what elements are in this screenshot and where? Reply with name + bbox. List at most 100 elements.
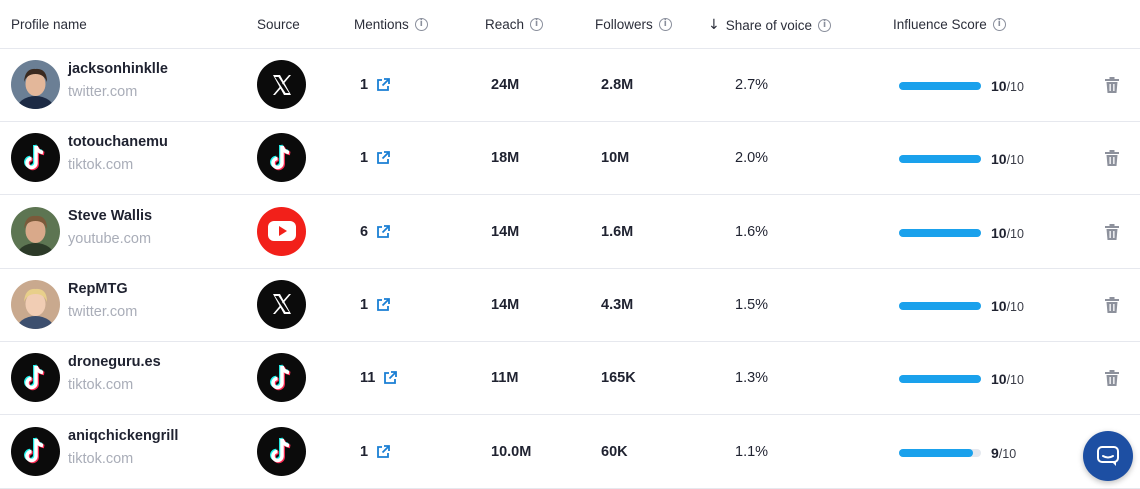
external-link-icon[interactable]: [375, 297, 391, 313]
external-link-icon[interactable]: [375, 444, 391, 460]
influence-score-bar: [899, 448, 981, 457]
column-header-share-of-voice[interactable]: ↓ Share of voice i: [708, 17, 832, 33]
avatar[interactable]: [11, 353, 60, 403]
delete-icon[interactable]: [1104, 223, 1120, 241]
profile-site: tiktok.com: [68, 377, 134, 394]
influence-score-fill: [899, 82, 981, 90]
column-header-mentions[interactable]: Mentions i: [354, 17, 428, 32]
column-label: Profile name: [11, 17, 87, 32]
info-icon[interactable]: i: [530, 18, 544, 31]
column-label: Source: [257, 17, 300, 32]
mentions-cell[interactable]: 1: [360, 444, 391, 460]
column-header-profile[interactable]: Profile name: [11, 17, 87, 32]
table-row[interactable]: RepMTG twitter.com 1 14M 4.3M 1.5% 10/10: [0, 268, 1140, 342]
table-row[interactable]: droneguru.es tiktok.com 11 11M 165K 1.3% 10/10: [0, 342, 1140, 416]
mentions-count: 11: [360, 370, 376, 387]
share-of-voice-value: 1.1%: [735, 443, 769, 460]
delete-icon[interactable]: [1104, 369, 1120, 387]
influence-score-fill: [899, 301, 981, 310]
followers-value: 60K: [601, 443, 628, 460]
mentions-count: 1: [360, 150, 369, 167]
external-link-icon[interactable]: [375, 77, 391, 93]
info-icon[interactable]: i: [818, 18, 832, 32]
column-header-influence-score[interactable]: Influence Score i: [893, 17, 1006, 32]
column-header-source[interactable]: Source: [257, 17, 300, 32]
chat-button[interactable]: [1083, 431, 1133, 481]
external-link-icon[interactable]: [375, 224, 391, 240]
mentions-cell[interactable]: 1: [360, 297, 391, 313]
followers-value: 2.8M: [601, 77, 634, 93]
followers-value: 4.3M: [601, 296, 634, 313]
score-number: 10: [991, 297, 1007, 314]
source-tiktok-icon: [257, 133, 306, 183]
profile-name[interactable]: RepMTG: [68, 280, 128, 297]
share-of-voice-value: 1.3%: [735, 370, 769, 387]
influence-score-value: 9/10: [991, 445, 1016, 461]
influence-score-value: 10/10: [991, 225, 1024, 241]
info-icon[interactable]: i: [414, 18, 428, 31]
score-number: 10: [991, 151, 1007, 168]
column-header-followers[interactable]: Followers i: [595, 17, 672, 32]
influence-score-bar: [899, 301, 981, 310]
avatar[interactable]: [11, 133, 60, 183]
profile-name[interactable]: Steve Wallis: [68, 207, 153, 224]
source-x-icon: [257, 279, 306, 329]
profile-name[interactable]: droneguru.es: [68, 354, 161, 371]
influence-score-bar: [899, 228, 981, 237]
delete-icon[interactable]: [1104, 296, 1120, 314]
influence-score-fill: [899, 155, 981, 164]
profile-name[interactable]: totouchanemu: [68, 134, 168, 151]
reach-value: 24M: [491, 77, 520, 93]
influence-score-value: 10/10: [991, 371, 1024, 387]
influence-score-bar: [899, 375, 981, 384]
share-of-voice-value: 2.7%: [735, 77, 769, 93]
mentions-cell[interactable]: 1: [360, 150, 391, 166]
delete-icon[interactable]: [1104, 76, 1120, 94]
delete-icon[interactable]: [1104, 149, 1120, 167]
followers-value: 1.6M: [601, 223, 634, 240]
influence-score-value: 10/10: [991, 151, 1024, 167]
profile-name[interactable]: jacksonhinklle: [68, 61, 168, 77]
mentions-cell[interactable]: 6: [360, 224, 391, 240]
reach-value: 14M: [491, 223, 520, 240]
influence-score-bar: [899, 82, 981, 90]
score-total: /10: [1006, 80, 1024, 94]
score-number: 10: [991, 78, 1007, 94]
score-number: 10: [991, 371, 1007, 388]
influence-score-fill: [899, 375, 981, 384]
score-number: 10: [991, 224, 1007, 241]
external-link-icon[interactable]: [375, 150, 391, 166]
avatar[interactable]: [11, 60, 60, 109]
reach-value: 14M: [491, 296, 520, 313]
avatar[interactable]: [11, 426, 60, 476]
mentions-cell[interactable]: 1: [360, 77, 391, 93]
table-row[interactable]: totouchanemu tiktok.com 1 18M 10M 2.0% 10/10: [0, 122, 1140, 196]
sort-descending-icon[interactable]: ↓: [708, 17, 720, 33]
score-total: /10: [1006, 373, 1024, 388]
external-link-icon[interactable]: [382, 370, 398, 386]
score-total: /10: [1006, 299, 1024, 314]
info-icon[interactable]: i: [658, 18, 672, 31]
column-label: Share of voice: [725, 17, 813, 33]
table-row[interactable]: Steve Wallis youtube.com 6 14M 1.6M 1.6% 10/10: [0, 195, 1140, 269]
source-tiktok-icon: [257, 426, 306, 476]
avatar[interactable]: [11, 206, 60, 256]
info-icon[interactable]: i: [992, 18, 1006, 31]
mentions-cell[interactable]: 11: [360, 370, 398, 386]
score-number: 9: [991, 444, 999, 461]
profile-name[interactable]: aniqchickengrill: [68, 427, 179, 444]
influence-score-bar: [899, 155, 981, 164]
profile-site: twitter.com: [68, 303, 138, 320]
table-row[interactable]: jacksonhinklle twitter.com 1 24M 2.8M 2.7% 10/…: [0, 49, 1140, 122]
column-label: Followers: [595, 17, 653, 32]
column-header-reach[interactable]: Reach i: [485, 17, 544, 32]
avatar[interactable]: [11, 279, 60, 329]
followers-value: 165K: [601, 370, 636, 387]
column-label: Mentions: [354, 17, 409, 32]
profile-site: tiktok.com: [68, 157, 134, 174]
share-of-voice-value: 1.5%: [735, 296, 769, 313]
source-tiktok-icon: [257, 353, 306, 403]
table-row[interactable]: aniqchickengrill tiktok.com 1 10.0M 60K 1.1% 9…: [0, 415, 1140, 489]
followers-value: 10M: [601, 150, 630, 167]
chat-icon: [1097, 446, 1119, 466]
